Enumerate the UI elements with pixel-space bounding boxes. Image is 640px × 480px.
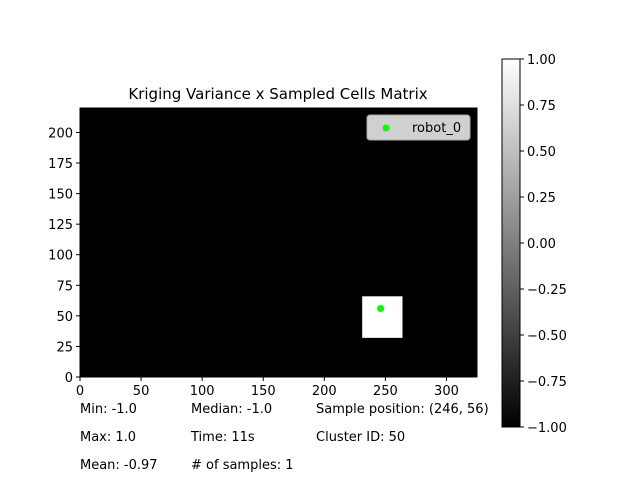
stat-cluster-id: Cluster ID: 50 — [316, 430, 406, 445]
y-tick-label: 175 — [48, 157, 73, 172]
x-tick-label: 100 — [190, 384, 215, 399]
x-tick-label: 250 — [373, 384, 398, 399]
legend-label-robot-0: robot_0 — [412, 121, 461, 136]
stat-min: Min: -1.0 — [80, 402, 137, 417]
x-tick-label: 150 — [251, 384, 276, 399]
chart-title: Kriging Variance x Sampled Cells Matrix — [128, 85, 427, 103]
y-tick-label: 150 — [48, 188, 73, 203]
plot-frame — [79, 107, 478, 378]
stat-num-samples: # of samples: 1 — [191, 458, 294, 473]
colorbar-tick-label: 0.50 — [527, 145, 556, 160]
x-tick-label: 300 — [434, 384, 459, 399]
legend-marker-robot-0 — [382, 124, 390, 132]
stat-median: Median: -1.0 — [191, 402, 273, 417]
colorbar-tick-label: −0.75 — [527, 375, 567, 390]
x-tick-label: 200 — [312, 384, 337, 399]
legend: robot_0 — [366, 114, 471, 141]
colorbar-tick-label: 0.25 — [527, 191, 556, 206]
y-tick-label: 0 — [65, 371, 73, 386]
y-tick-label: 125 — [48, 218, 73, 233]
stat-mean: Mean: -0.97 — [80, 458, 158, 473]
stat-time: Time: 11s — [191, 430, 255, 445]
x-tick-label: 50 — [133, 384, 150, 399]
colorbar-tick-label: −0.50 — [527, 329, 567, 344]
colorbar-tick-label: 0.00 — [527, 237, 556, 252]
y-tick-label: 200 — [48, 126, 73, 141]
scatter-point-0-0 — [376, 305, 384, 313]
colorbar — [501, 58, 521, 428]
colorbar-tick-label: 1.00 — [527, 53, 556, 68]
heatmap-cell-0 — [362, 296, 403, 338]
stat-sample-position: Sample position: (246, 56) — [316, 402, 489, 417]
y-tick-label: 100 — [48, 249, 73, 264]
x-tick-label: 0 — [76, 384, 84, 399]
stat-max: Max: 1.0 — [80, 430, 137, 445]
colorbar-tick-label: −0.25 — [527, 283, 567, 298]
legend-box — [366, 114, 471, 141]
y-tick-label: 50 — [56, 310, 73, 325]
heatmap-background — [80, 108, 477, 377]
y-tick-label: 25 — [56, 340, 73, 355]
colorbar-tick-label: −1.00 — [527, 421, 567, 436]
y-tick-label: 75 — [56, 279, 73, 294]
colorbar-tick-label: 0.75 — [527, 99, 556, 114]
